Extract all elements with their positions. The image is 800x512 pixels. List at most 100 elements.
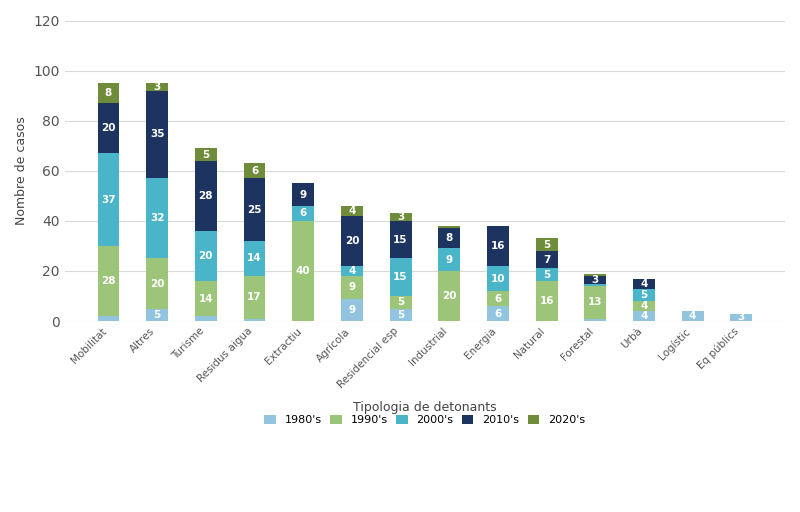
Bar [487, 306, 509, 321]
Bar [98, 83, 119, 103]
Bar [341, 276, 363, 298]
Text: 13: 13 [588, 297, 602, 307]
Bar [243, 318, 266, 321]
Bar [487, 226, 509, 266]
Text: 7: 7 [543, 255, 550, 265]
Text: 16: 16 [539, 296, 554, 306]
Bar [438, 271, 460, 321]
Bar [730, 313, 752, 321]
Text: 14: 14 [198, 293, 213, 304]
Bar [195, 161, 217, 231]
Bar [584, 318, 606, 321]
Bar [633, 311, 655, 321]
Bar [195, 281, 217, 316]
Text: 5: 5 [543, 270, 550, 280]
Bar [584, 284, 606, 286]
Text: 20: 20 [150, 279, 165, 289]
Bar [438, 248, 460, 271]
Bar [438, 228, 460, 248]
Text: 8: 8 [446, 233, 453, 243]
Text: 6: 6 [251, 166, 258, 176]
Legend: 1980's, 1990's, 2000's, 2010's, 2020's: 1980's, 1990's, 2000's, 2010's, 2020's [260, 411, 590, 430]
Text: 3: 3 [397, 212, 404, 222]
Text: 20: 20 [198, 251, 213, 261]
Bar [146, 178, 168, 259]
Text: 9: 9 [446, 255, 453, 265]
Bar [243, 276, 266, 318]
Bar [390, 309, 411, 321]
X-axis label: Tipologia de detonants: Tipologia de detonants [353, 401, 497, 414]
Bar [98, 316, 119, 321]
Text: 4: 4 [689, 311, 696, 321]
Bar [584, 276, 606, 284]
Text: 5: 5 [397, 297, 404, 307]
Bar [341, 216, 363, 266]
Bar [682, 311, 703, 321]
Text: 9: 9 [348, 305, 355, 315]
Text: 5: 5 [640, 290, 647, 300]
Text: 28: 28 [198, 191, 213, 201]
Text: 5: 5 [202, 150, 210, 160]
Text: 5: 5 [154, 310, 161, 320]
Text: 16: 16 [490, 241, 505, 251]
Text: 9: 9 [348, 282, 355, 292]
Text: 9: 9 [300, 189, 306, 200]
Bar [98, 153, 119, 246]
Text: 28: 28 [102, 276, 116, 286]
Bar [146, 83, 168, 91]
Text: 10: 10 [490, 273, 505, 284]
Text: 3: 3 [592, 275, 599, 285]
Bar [341, 206, 363, 216]
Text: 3: 3 [154, 82, 161, 92]
Bar [243, 163, 266, 178]
Bar [195, 316, 217, 321]
Bar [487, 266, 509, 291]
Bar [98, 103, 119, 153]
Bar [633, 279, 655, 289]
Bar [487, 291, 509, 306]
Bar [341, 266, 363, 276]
Bar [536, 239, 558, 251]
Bar [584, 273, 606, 276]
Text: 4: 4 [348, 206, 355, 216]
Text: 14: 14 [247, 253, 262, 264]
Text: 6: 6 [494, 309, 502, 318]
Bar [195, 231, 217, 281]
Bar [341, 298, 363, 321]
Text: 4: 4 [640, 279, 648, 289]
Text: 8: 8 [105, 88, 112, 98]
Text: 20: 20 [102, 123, 116, 133]
Text: 25: 25 [247, 205, 262, 215]
Bar [584, 286, 606, 318]
Bar [438, 226, 460, 228]
Bar [390, 221, 411, 259]
Text: 17: 17 [247, 292, 262, 302]
Text: 4: 4 [640, 301, 648, 311]
Text: 4: 4 [348, 266, 355, 276]
Bar [292, 221, 314, 321]
Text: 5: 5 [397, 310, 404, 320]
Bar [633, 289, 655, 301]
Bar [390, 214, 411, 221]
Bar [536, 268, 558, 281]
Bar [536, 281, 558, 321]
Bar [243, 178, 266, 241]
Bar [292, 183, 314, 206]
Bar [98, 246, 119, 316]
Bar [146, 259, 168, 309]
Text: 15: 15 [394, 234, 408, 245]
Text: 32: 32 [150, 214, 165, 223]
Bar [390, 259, 411, 296]
Bar [633, 301, 655, 311]
Text: 15: 15 [394, 272, 408, 282]
Y-axis label: Nombre de casos: Nombre de casos [15, 116, 28, 225]
Text: 4: 4 [640, 311, 648, 321]
Text: 3: 3 [738, 312, 745, 323]
Text: 20: 20 [442, 291, 457, 301]
Text: 37: 37 [101, 195, 116, 205]
Text: 6: 6 [494, 293, 502, 304]
Text: 20: 20 [345, 236, 359, 246]
Text: 6: 6 [299, 208, 307, 219]
Bar [292, 206, 314, 221]
Text: 40: 40 [296, 266, 310, 276]
